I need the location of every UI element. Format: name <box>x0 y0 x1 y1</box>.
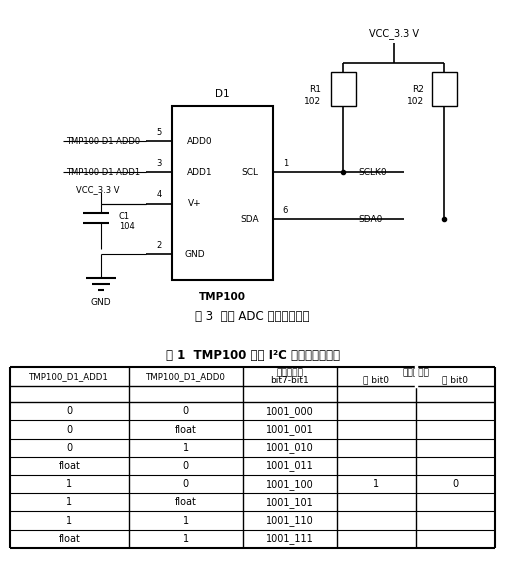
Text: 1: 1 <box>66 479 72 489</box>
Text: C1: C1 <box>119 212 130 221</box>
Text: 器件从地址: 器件从地址 <box>276 368 303 378</box>
Text: 1001_101: 1001_101 <box>266 497 314 508</box>
Text: 读写控制位: 读写控制位 <box>402 368 429 378</box>
Text: 0: 0 <box>183 461 189 471</box>
Bar <box>331 72 356 106</box>
Text: float: float <box>59 533 80 544</box>
Text: R1: R1 <box>309 85 321 94</box>
Text: VCC_3.3 V: VCC_3.3 V <box>76 185 119 194</box>
Text: 1001_001: 1001_001 <box>266 424 314 435</box>
Text: ADD0: ADD0 <box>187 136 212 146</box>
Text: TMP100: TMP100 <box>198 292 246 302</box>
Text: 1: 1 <box>183 533 189 544</box>
Text: GND: GND <box>91 298 111 307</box>
Text: float: float <box>175 424 196 434</box>
Text: bit7-bit1: bit7-bit1 <box>270 375 309 385</box>
Text: 1: 1 <box>66 515 72 525</box>
Text: 4: 4 <box>157 191 162 199</box>
Text: 图 3  温度 ADC 采集硬件电路: 图 3 温度 ADC 采集硬件电路 <box>195 310 310 323</box>
Text: SCLK0: SCLK0 <box>359 168 387 177</box>
Text: GND: GND <box>184 250 205 259</box>
Text: TMP100 D1 ADD1: TMP100 D1 ADD1 <box>66 168 140 177</box>
Text: 1001_100: 1001_100 <box>266 479 314 490</box>
Text: 102: 102 <box>304 97 321 106</box>
Text: 0: 0 <box>66 406 72 416</box>
Text: 1001_000: 1001_000 <box>266 406 314 417</box>
Text: V+: V+ <box>188 199 201 208</box>
Text: SCL: SCL <box>241 168 259 177</box>
Text: 102: 102 <box>407 97 424 106</box>
Text: float: float <box>175 497 196 507</box>
Text: 0: 0 <box>183 406 189 416</box>
Text: TMP100_D1_ADD0: TMP100_D1_ADD0 <box>146 372 226 381</box>
Text: ADD1: ADD1 <box>187 168 212 177</box>
Bar <box>172 106 273 280</box>
Text: 1: 1 <box>183 442 189 453</box>
Text: VCC_3.3 V: VCC_3.3 V <box>369 29 419 39</box>
Text: 1: 1 <box>283 159 288 168</box>
Text: 1001_111: 1001_111 <box>266 533 314 544</box>
Text: 表 1  TMP100 器件 I²C 接口从地址定义: 表 1 TMP100 器件 I²C 接口从地址定义 <box>166 349 339 362</box>
Text: SDA0: SDA0 <box>359 215 383 224</box>
Text: 0: 0 <box>183 479 189 489</box>
Text: 0: 0 <box>66 424 72 434</box>
Text: 1: 1 <box>183 515 189 525</box>
Text: R2: R2 <box>412 85 424 94</box>
Text: 1001_010: 1001_010 <box>266 442 314 453</box>
Text: 6: 6 <box>283 206 288 215</box>
Text: 104: 104 <box>119 222 134 231</box>
Text: 1: 1 <box>66 497 72 507</box>
Text: 2: 2 <box>157 241 162 250</box>
Text: D1: D1 <box>215 89 229 99</box>
Text: 3: 3 <box>157 159 162 168</box>
Text: 0: 0 <box>66 442 72 453</box>
Text: 读 bit0: 读 bit0 <box>363 375 389 385</box>
Text: 写 bit0: 写 bit0 <box>442 375 469 385</box>
Text: float: float <box>59 461 80 471</box>
Text: TMP100 D1 ADD0: TMP100 D1 ADD0 <box>66 136 140 146</box>
Text: SDA: SDA <box>241 215 259 224</box>
Text: 1001_110: 1001_110 <box>266 515 314 526</box>
Text: 1: 1 <box>373 479 379 489</box>
Text: 0: 0 <box>452 479 459 489</box>
Bar <box>432 72 457 106</box>
Text: 5: 5 <box>157 128 162 137</box>
Text: TMP100_D1_ADD1: TMP100_D1_ADD1 <box>29 372 109 381</box>
Text: 1001_011: 1001_011 <box>266 461 314 472</box>
